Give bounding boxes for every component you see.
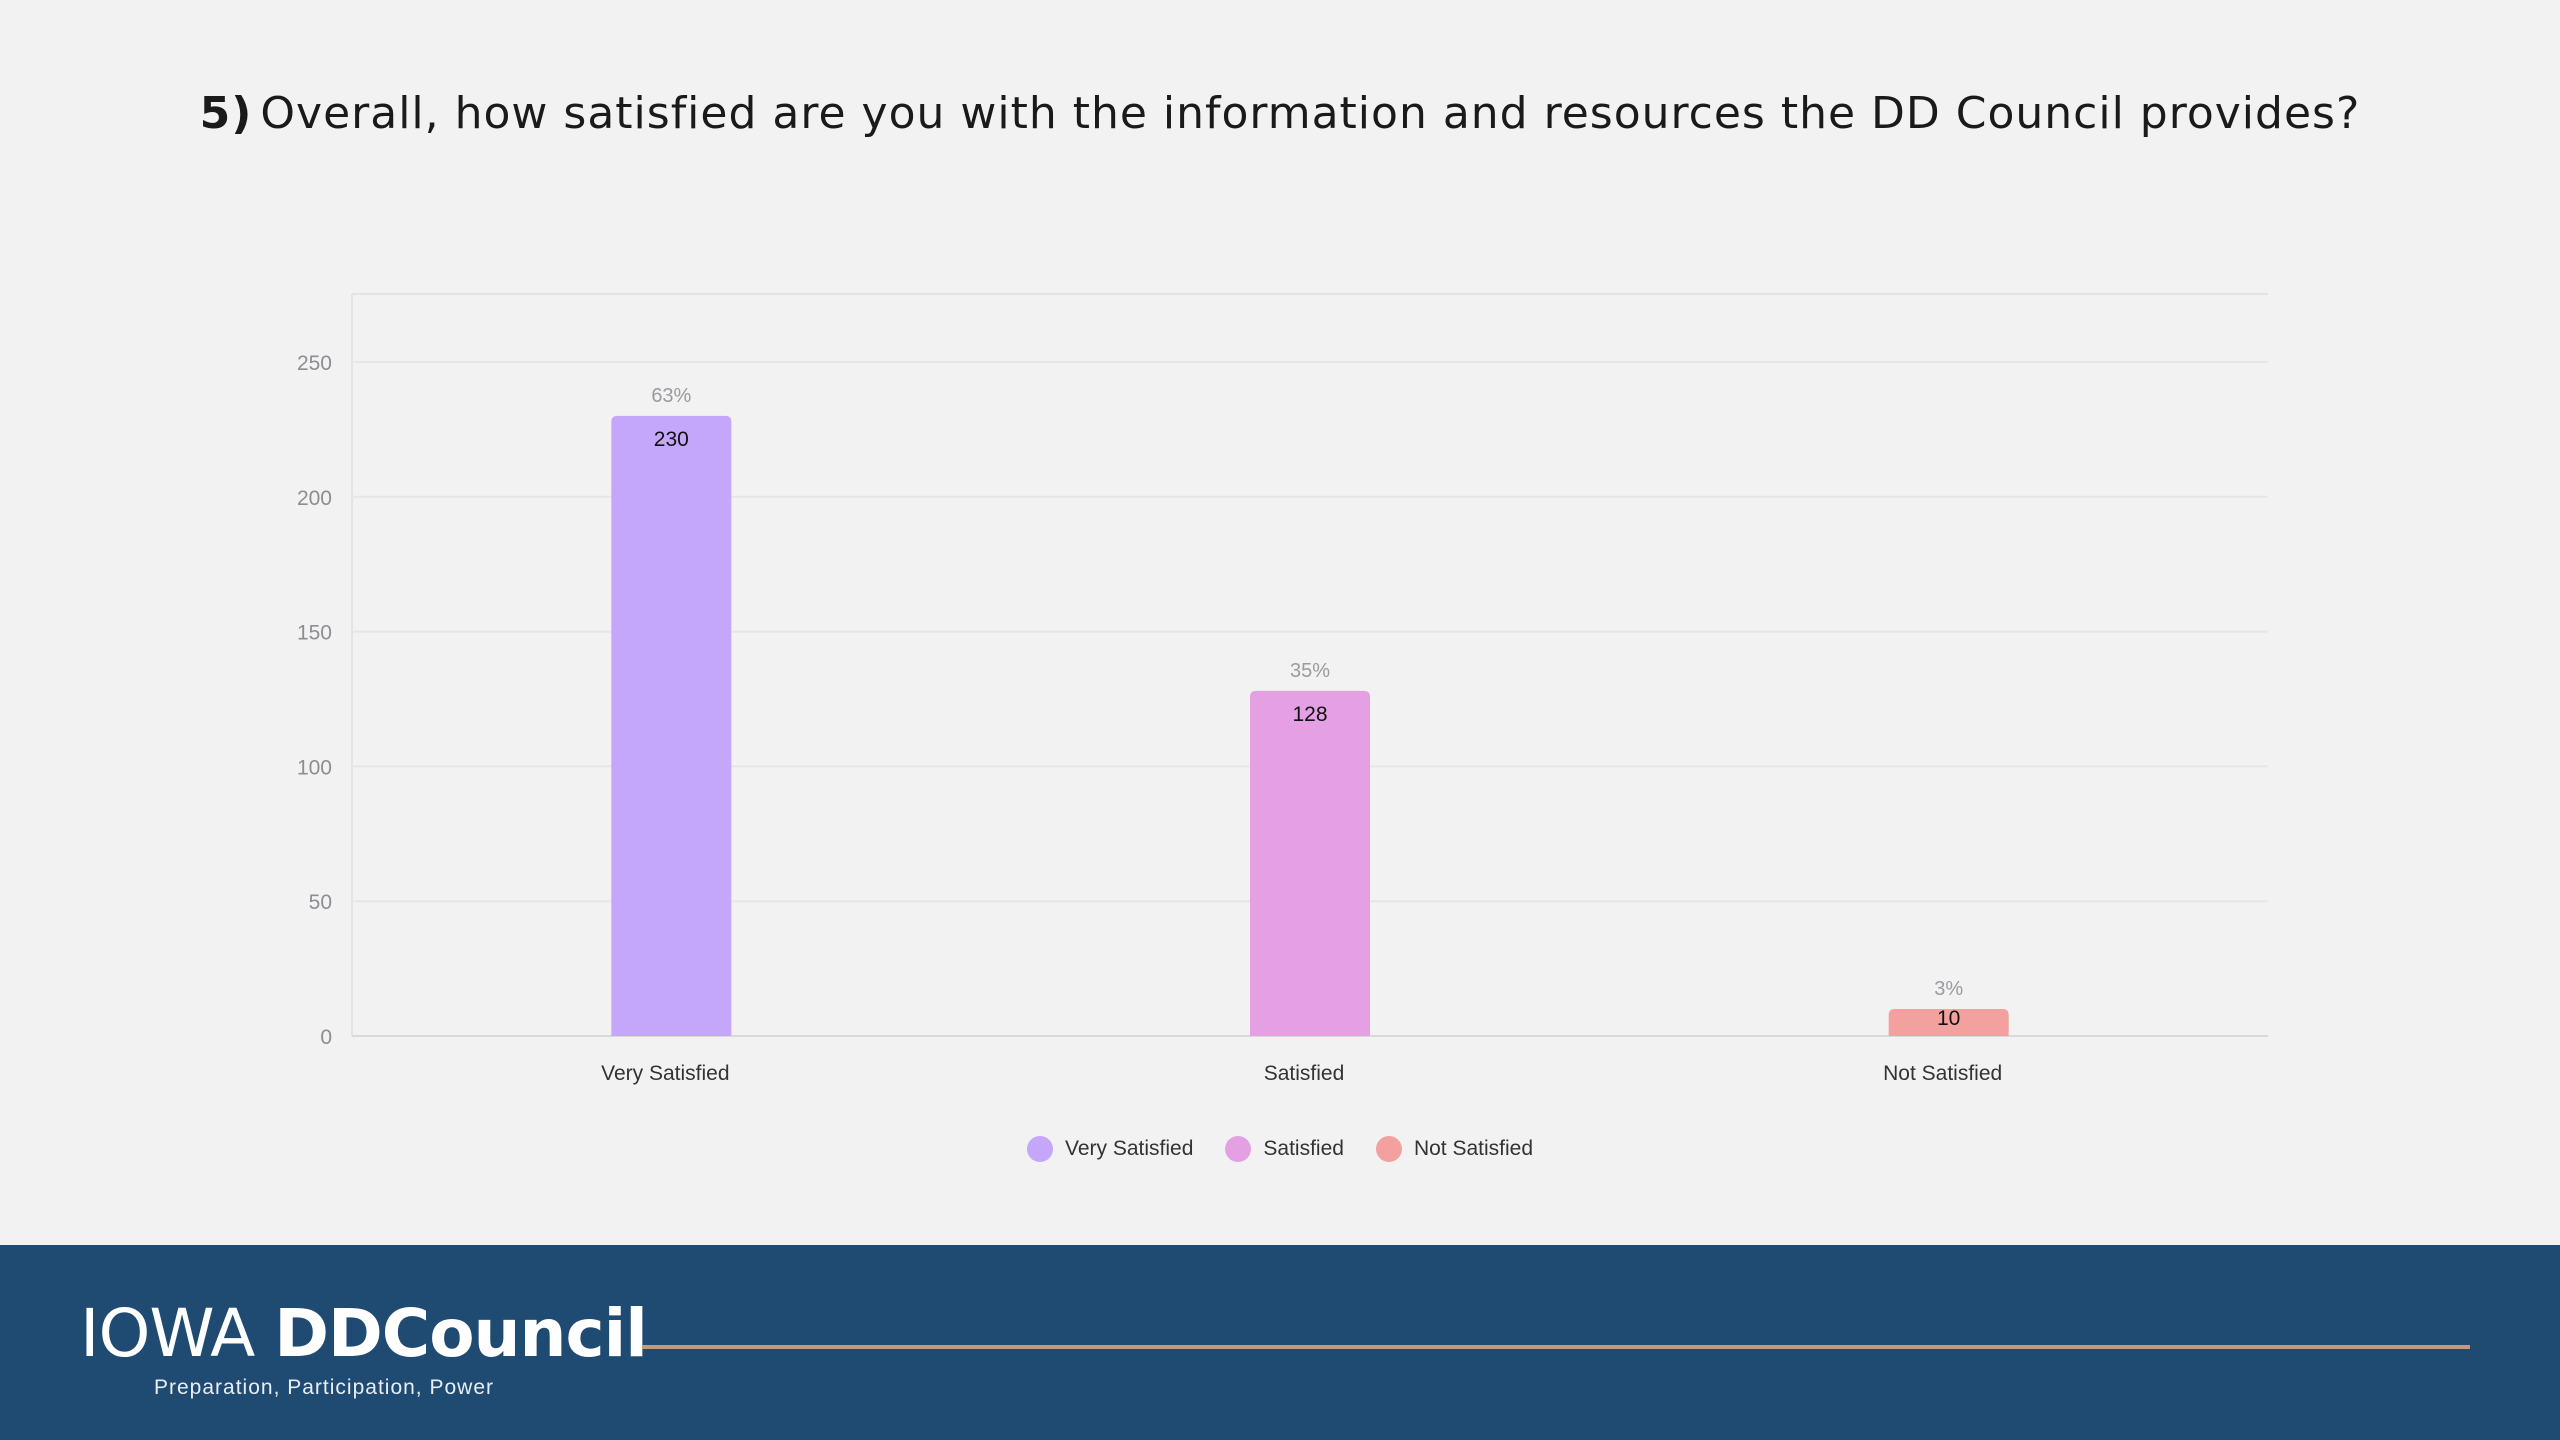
legend-item-not-satisfied[interactable]: Not Satisfied xyxy=(1375,1136,1533,1162)
iowa-ddcouncil-logo: IOWA DDCouncil Preparation, Participatio… xyxy=(80,1295,648,1400)
legend-label-satisfied: Satisfied xyxy=(1263,1137,1344,1160)
legend-swatch-satisfied xyxy=(1225,1136,1252,1162)
question-title: 5) Overall, how satisfied are you with th… xyxy=(0,88,2560,139)
y-tick-label-150: 150 xyxy=(297,622,332,645)
bar-very-satisfied xyxy=(611,415,732,1036)
logo-iowa: IOWA xyxy=(80,1295,275,1372)
y-tick-label-100: 100 xyxy=(297,756,332,779)
y-tick-label-250: 250 xyxy=(297,352,332,375)
legend-label-not-satisfied: Not Satisfied xyxy=(1413,1137,1533,1160)
legend-swatch-not-satisfied xyxy=(1375,1136,1402,1162)
y-tick-label-200: 200 xyxy=(297,487,332,510)
bar-chart: 0 50 100 150 200 250 63% 230 Very Satisfied 35% 12… xyxy=(297,293,2268,1085)
x-tick-label-satisfied: Satisfied xyxy=(1264,1062,1345,1085)
percent-label-satisfied: 35% xyxy=(1290,660,1330,682)
chart-legend: Very Satisfied Satisfied Not Satisfied xyxy=(0,1136,2560,1162)
percent-label-not-satisfied: 3% xyxy=(1934,978,1963,1000)
y-tick-label-50: 50 xyxy=(309,891,332,914)
percent-label-very-satisfied: 63% xyxy=(651,385,691,407)
legend-swatch-very-satisfied xyxy=(1026,1136,1053,1162)
question-text: Overall, how satisfied are you with the … xyxy=(260,88,2361,139)
logo-tagline: Preparation, Participation, Power xyxy=(154,1376,494,1399)
legend-label-very-satisfied: Very Satisfied xyxy=(1064,1137,1194,1160)
footer-divider-line xyxy=(642,1345,2470,1349)
y-tick-label-0: 0 xyxy=(320,1026,332,1049)
bar-satisfied xyxy=(1250,690,1370,1036)
value-label-satisfied: 128 xyxy=(1292,703,1327,726)
x-tick-label-not-satisfied: Not Satisfied xyxy=(1883,1062,2002,1085)
bar-not-satisfied xyxy=(1888,1009,2009,1036)
value-label-very-satisfied: 230 xyxy=(654,428,689,451)
legend-item-satisfied[interactable]: Satisfied xyxy=(1225,1136,1344,1162)
value-label-not-satisfied: 10 xyxy=(1937,1007,1960,1030)
logo-ddcouncil: DDCouncil xyxy=(274,1295,648,1372)
logo-wordmark: IOWA DDCouncil xyxy=(80,1295,648,1372)
question-number: 5) xyxy=(199,88,253,139)
x-tick-label-very-satisfied: Very Satisfied xyxy=(601,1062,729,1085)
legend-item-very-satisfied[interactable]: Very Satisfied xyxy=(1026,1136,1194,1162)
footer-bar: IOWA DDCouncil Preparation, Participatio… xyxy=(0,1245,2560,1440)
